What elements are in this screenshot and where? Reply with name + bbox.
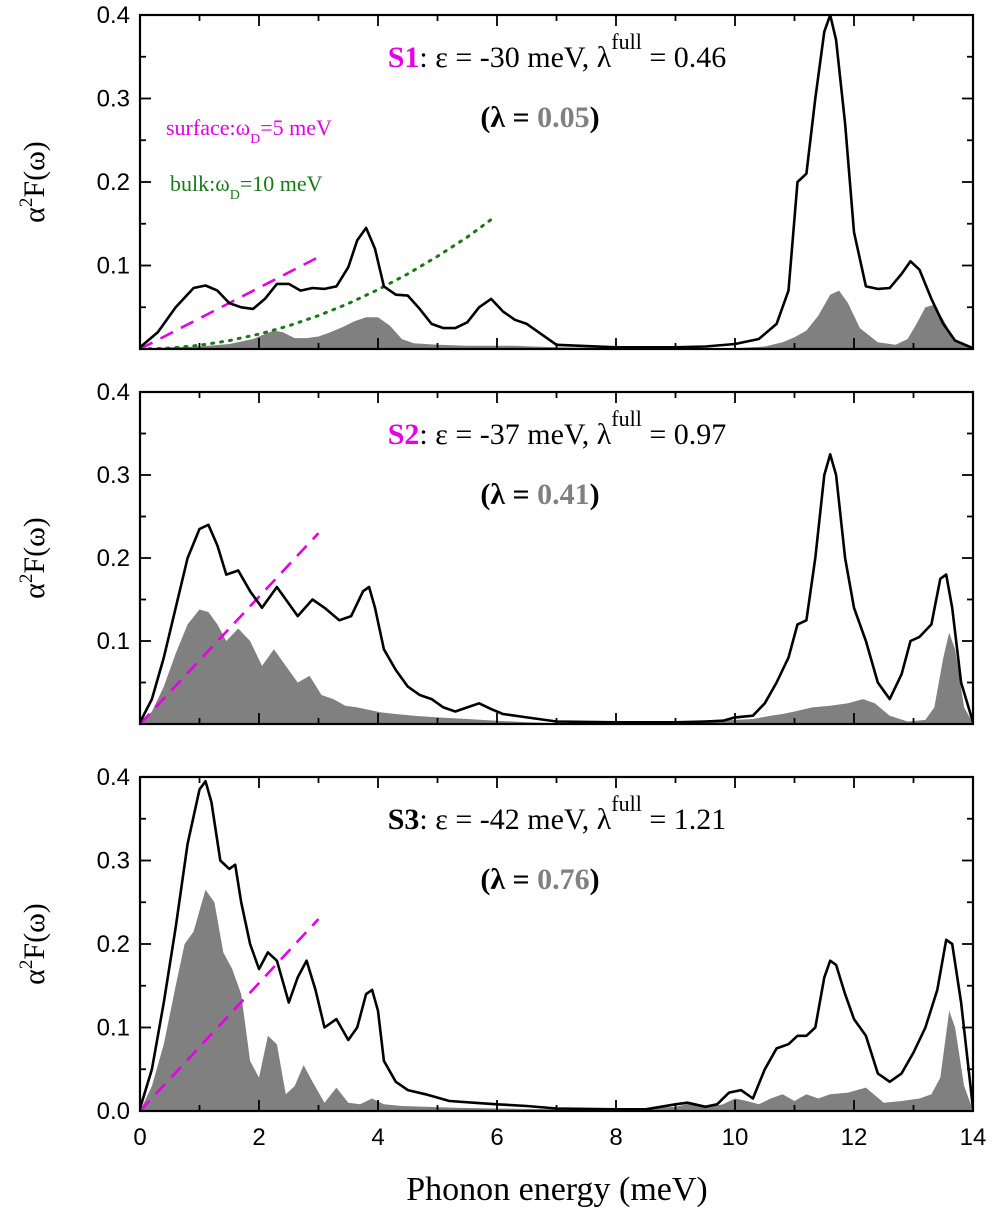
sample-annotation: S3: ε = -42 meV, λfull = 1.21 bbox=[388, 791, 727, 836]
x-axis-label: Phonon energy (meV) bbox=[406, 1171, 708, 1208]
legend-entry: surface:ωD=5 meV bbox=[166, 115, 332, 147]
sample-annotation: S1: ε = -30 meV, λfull = 0.46 bbox=[388, 29, 727, 74]
y-tick-label: 0.3 bbox=[97, 848, 130, 875]
legend-entry: bulk:ωD=10 meV bbox=[170, 171, 323, 203]
partial-spectrum-area bbox=[140, 889, 973, 1111]
lambda-annotation: (λ = 0.41) bbox=[480, 478, 599, 511]
y-axis-label: α2F(ω) bbox=[16, 517, 51, 599]
y-tick-label: 0.4 bbox=[97, 764, 130, 791]
y-tick-label: 0.4 bbox=[97, 379, 130, 406]
x-tick-label: 4 bbox=[371, 1124, 384, 1151]
panel-s2: 0.1 0.2 0.3 0.4 α2F(ω) S2: ε = -37 meV, λfull… bbox=[16, 379, 975, 726]
lambda-annotation: (λ = 0.05) bbox=[480, 101, 599, 134]
full-spectrum-line bbox=[140, 15, 973, 349]
surface-debye-line bbox=[140, 918, 320, 1111]
x-tick-label: 2 bbox=[252, 1124, 265, 1151]
y-axis-label: α2F(ω) bbox=[16, 903, 51, 985]
lambda-annotation: (λ = 0.76) bbox=[480, 863, 599, 896]
x-tick-label: 14 bbox=[960, 1124, 987, 1151]
y-tick-label: 0.3 bbox=[97, 462, 130, 489]
y-tick-label: 0.1 bbox=[97, 253, 130, 280]
y-tick-label: 0.2 bbox=[97, 545, 130, 572]
bulk-debye-line bbox=[140, 218, 493, 349]
y-tick-label: 0.0 bbox=[97, 1098, 130, 1125]
x-tick-label: 0 bbox=[133, 1124, 146, 1151]
panel-s1: 0.1 0.2 0.3 0.4 α2F(ω) S1: ε = -30 meV, λfull… bbox=[16, 2, 975, 351]
y-tick-label: 0.2 bbox=[97, 931, 130, 958]
x-tick-label: 8 bbox=[609, 1124, 622, 1151]
partial-spectrum-area bbox=[140, 290, 973, 349]
sample-annotation: S2: ε = -37 meV, λfull = 0.97 bbox=[388, 406, 727, 451]
y-tick-label: 0.4 bbox=[97, 2, 130, 29]
y-tick-label: 0.3 bbox=[97, 86, 130, 113]
x-tick-label: 12 bbox=[841, 1124, 868, 1151]
y-tick-label: 0.1 bbox=[97, 1015, 130, 1042]
partial-spectrum-area bbox=[140, 609, 973, 724]
y-tick-label: 0.1 bbox=[97, 628, 130, 655]
full-spectrum-line bbox=[140, 452, 973, 724]
x-tick-label: 6 bbox=[490, 1124, 503, 1151]
y-tick-label: 0.2 bbox=[97, 169, 130, 196]
surface-debye-line bbox=[140, 532, 320, 724]
x-tick-label: 10 bbox=[722, 1124, 749, 1151]
y-axis-label: α2F(ω) bbox=[16, 141, 51, 223]
panel-s3: 0 2 4 6 8 10 12 14 0.0 0.1 0.2 0.3 0.4 α2F(ω) S3: ε = … bbox=[16, 764, 986, 1151]
